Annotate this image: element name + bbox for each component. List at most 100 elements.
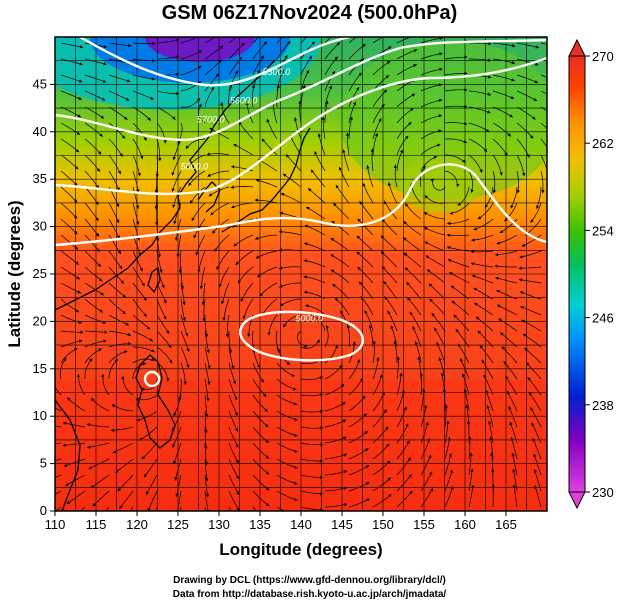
streamline xyxy=(481,359,494,380)
streamline-arrow xyxy=(231,365,235,369)
streamline-arrow xyxy=(86,423,91,427)
streamline xyxy=(204,362,210,386)
streamline-arrow xyxy=(429,488,433,492)
streamline xyxy=(530,202,542,223)
streamline-arrow xyxy=(201,302,205,306)
streamline xyxy=(396,406,407,428)
streamline xyxy=(322,116,326,140)
streamline-arrow xyxy=(150,96,154,100)
streamline xyxy=(235,250,254,266)
streamline-arrow xyxy=(63,463,68,467)
streamline xyxy=(204,426,207,450)
streamline-arrow xyxy=(522,172,526,177)
streamline xyxy=(228,410,239,432)
streamline xyxy=(294,117,302,140)
streamline xyxy=(84,282,104,296)
streamline-arrow xyxy=(330,269,335,273)
streamline xyxy=(90,474,110,489)
streamline-arrow xyxy=(235,443,239,448)
streamline-arrow xyxy=(535,45,539,49)
streamline-arrow xyxy=(287,41,291,45)
streamline-arrow xyxy=(485,128,490,132)
streamline-arrow xyxy=(460,358,464,362)
streamline xyxy=(330,269,350,284)
streamline xyxy=(474,302,494,316)
streamline-arrow xyxy=(451,300,456,304)
streamline xyxy=(300,69,310,92)
streamline-arrow xyxy=(182,317,186,321)
streamline-arrow xyxy=(447,246,451,250)
streamline xyxy=(237,266,254,284)
streamline xyxy=(402,237,422,252)
streamline xyxy=(276,378,297,390)
streamline-arrow xyxy=(362,183,366,187)
streamline-arrow xyxy=(255,178,260,183)
streamline-arrow xyxy=(100,292,104,296)
streamline xyxy=(180,282,185,306)
streamline xyxy=(228,442,239,464)
streamline-arrow xyxy=(311,314,315,318)
streamline-arrow xyxy=(280,69,284,74)
streamline xyxy=(420,454,432,476)
streamline xyxy=(204,330,210,354)
streamline xyxy=(155,170,158,194)
streamline-arrow xyxy=(376,357,380,361)
streamline-arrow xyxy=(158,158,162,162)
streamline xyxy=(420,421,429,444)
streamline-arrow xyxy=(475,316,480,320)
streamline xyxy=(518,279,542,284)
colorbar-label: 230 xyxy=(592,485,614,500)
streamline xyxy=(204,45,224,60)
streamline-arrow xyxy=(541,189,545,194)
streamline-arrow xyxy=(372,340,376,344)
streamline xyxy=(516,42,539,49)
streamline-arrow xyxy=(140,155,144,160)
streamline xyxy=(228,490,240,511)
streamline-arrow xyxy=(345,132,350,136)
streamline xyxy=(388,182,398,204)
streamline-arrow xyxy=(75,149,79,153)
streamline-arrow xyxy=(97,151,102,155)
streamline xyxy=(191,202,206,222)
streamline-arrow xyxy=(149,338,153,342)
streamline-arrow xyxy=(294,497,298,501)
streamline-arrow xyxy=(534,80,538,84)
streamline-arrow xyxy=(410,108,414,112)
streamline-arrow xyxy=(175,55,180,59)
streamline xyxy=(444,105,468,108)
streamline-arrow xyxy=(388,494,392,498)
streamline-arrow xyxy=(434,327,438,331)
streamline xyxy=(519,291,542,300)
streamline-arrow xyxy=(206,349,210,354)
streamline-arrow xyxy=(286,154,290,158)
streamline-arrow xyxy=(159,269,163,273)
streamline xyxy=(348,101,357,124)
streamline-arrow xyxy=(529,392,533,396)
streamline xyxy=(510,186,518,209)
streamline xyxy=(84,348,102,364)
streamline-arrow xyxy=(449,211,453,215)
streamline-arrow xyxy=(559,63,563,66)
streamline-arrow xyxy=(98,278,103,282)
streamline xyxy=(60,90,82,100)
streamline-arrow xyxy=(364,431,368,435)
streamline-arrow xyxy=(100,374,105,378)
streamline xyxy=(504,202,518,222)
streamline xyxy=(132,314,151,330)
streamline xyxy=(65,474,86,487)
contour-label: 5000.0 xyxy=(295,313,323,323)
streamline xyxy=(240,282,254,302)
streamline xyxy=(511,437,518,460)
streamline-arrow xyxy=(141,387,145,391)
streamline-arrow xyxy=(455,329,459,333)
streamline-arrow xyxy=(533,98,537,101)
streamline xyxy=(450,285,470,300)
streamline-arrow xyxy=(385,75,389,79)
streamline xyxy=(84,186,99,206)
streamline-arrow xyxy=(210,211,214,216)
streamline xyxy=(156,138,161,162)
streamline xyxy=(132,74,156,80)
streamline-arrow xyxy=(163,140,167,144)
streamline xyxy=(540,90,547,95)
streamline-arrow xyxy=(199,285,203,289)
